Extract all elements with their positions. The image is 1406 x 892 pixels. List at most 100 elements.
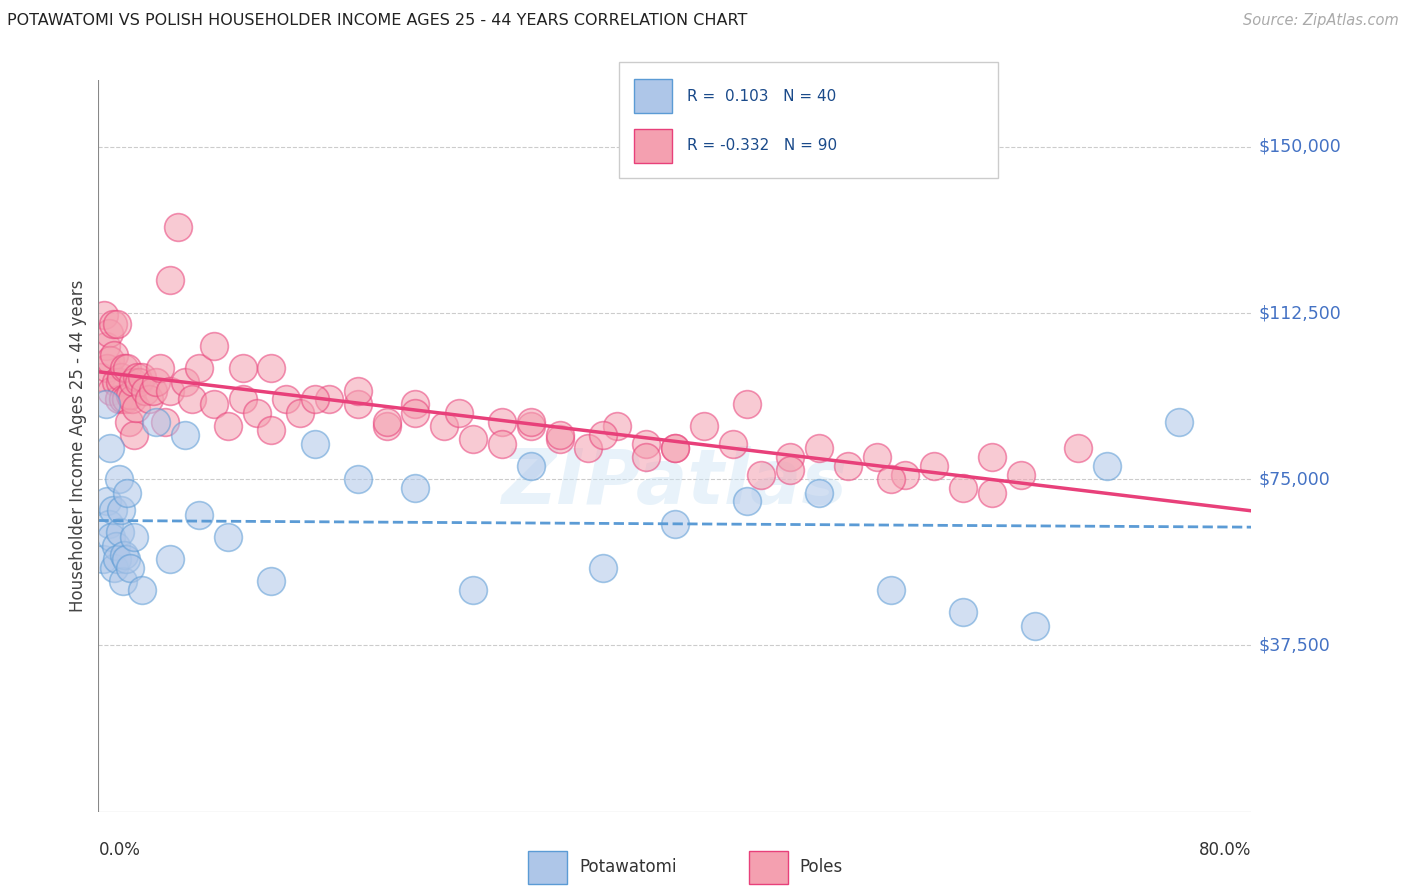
Point bbox=[751, 467, 773, 482]
Point bbox=[159, 273, 181, 287]
Point bbox=[145, 415, 167, 429]
Point bbox=[174, 375, 197, 389]
Point bbox=[90, 370, 112, 384]
Point bbox=[664, 441, 686, 455]
Point bbox=[159, 384, 181, 398]
Point bbox=[894, 467, 917, 482]
Point bbox=[202, 339, 225, 353]
Point bbox=[304, 392, 326, 407]
Point bbox=[246, 406, 269, 420]
Text: Source: ZipAtlas.com: Source: ZipAtlas.com bbox=[1243, 13, 1399, 29]
Point bbox=[664, 516, 686, 531]
Point bbox=[693, 419, 716, 434]
Point bbox=[159, 552, 181, 566]
Point bbox=[174, 428, 197, 442]
Text: ZIPatlas: ZIPatlas bbox=[502, 446, 848, 519]
Point bbox=[101, 503, 124, 517]
Point bbox=[125, 401, 148, 416]
Point bbox=[1024, 618, 1046, 632]
Point bbox=[981, 450, 1004, 464]
Point bbox=[128, 375, 150, 389]
Point bbox=[807, 441, 830, 455]
Point bbox=[100, 384, 122, 398]
Point bbox=[131, 370, 153, 384]
Point bbox=[735, 494, 758, 508]
Point bbox=[491, 437, 513, 451]
Point bbox=[548, 428, 571, 442]
Point bbox=[721, 437, 744, 451]
Y-axis label: Householder Income Ages 25 - 44 years: Householder Income Ages 25 - 44 years bbox=[69, 280, 87, 612]
Text: $37,500: $37,500 bbox=[1258, 637, 1330, 655]
Point bbox=[104, 375, 127, 389]
Text: POTAWATOMI VS POLISH HOUSEHOLDER INCOME AGES 25 - 44 YEARS CORRELATION CHART: POTAWATOMI VS POLISH HOUSEHOLDER INCOME … bbox=[7, 13, 748, 29]
Point bbox=[96, 494, 118, 508]
Point bbox=[120, 561, 142, 575]
Point bbox=[290, 406, 312, 420]
Point bbox=[952, 605, 974, 619]
Point bbox=[636, 437, 658, 451]
Point bbox=[103, 561, 125, 575]
Point bbox=[231, 392, 254, 407]
Point bbox=[149, 361, 172, 376]
Text: Potawatomi: Potawatomi bbox=[579, 858, 676, 877]
Point bbox=[260, 424, 283, 438]
Point bbox=[636, 450, 658, 464]
Point bbox=[548, 433, 571, 447]
Point bbox=[117, 361, 138, 376]
Point bbox=[110, 503, 132, 517]
Point bbox=[346, 384, 368, 398]
Point bbox=[318, 392, 340, 407]
Point bbox=[124, 428, 146, 442]
Point bbox=[97, 516, 120, 531]
Point bbox=[520, 415, 543, 429]
Text: $75,000: $75,000 bbox=[1258, 470, 1330, 488]
Point bbox=[779, 450, 801, 464]
Point bbox=[405, 481, 427, 495]
Text: $150,000: $150,000 bbox=[1258, 137, 1341, 156]
Point bbox=[405, 406, 427, 420]
Text: 0.0%: 0.0% bbox=[98, 841, 141, 859]
Point bbox=[837, 458, 859, 473]
Point bbox=[1067, 441, 1090, 455]
Point bbox=[346, 397, 368, 411]
Point bbox=[97, 326, 120, 340]
Point bbox=[461, 583, 484, 598]
Point bbox=[134, 384, 156, 398]
Point bbox=[217, 530, 239, 544]
Point bbox=[105, 317, 128, 331]
Point bbox=[98, 441, 121, 455]
Point bbox=[181, 392, 204, 407]
Point bbox=[94, 397, 117, 411]
Point bbox=[121, 392, 143, 407]
Point bbox=[866, 450, 889, 464]
Point bbox=[735, 397, 758, 411]
Point bbox=[217, 419, 239, 434]
Point bbox=[1097, 458, 1119, 473]
Point bbox=[520, 419, 543, 434]
Point bbox=[304, 437, 326, 451]
Point bbox=[592, 561, 614, 575]
Point bbox=[107, 472, 129, 486]
Point bbox=[105, 552, 128, 566]
Point bbox=[405, 397, 427, 411]
Point bbox=[142, 384, 165, 398]
Point bbox=[111, 574, 134, 589]
Bar bbox=[748, 851, 787, 883]
Point bbox=[103, 348, 125, 362]
Point bbox=[100, 530, 122, 544]
Point bbox=[118, 415, 141, 429]
Text: Poles: Poles bbox=[800, 858, 844, 877]
Point bbox=[188, 361, 211, 376]
Point bbox=[447, 406, 470, 420]
Point bbox=[110, 370, 132, 384]
Point bbox=[120, 388, 142, 402]
Point bbox=[98, 352, 121, 367]
Text: R = -0.332   N = 90: R = -0.332 N = 90 bbox=[688, 138, 837, 153]
Point bbox=[153, 415, 176, 429]
Point bbox=[145, 375, 167, 389]
Point bbox=[117, 485, 138, 500]
Point bbox=[94, 339, 117, 353]
Point bbox=[96, 361, 118, 376]
Point bbox=[166, 219, 188, 234]
Point bbox=[101, 317, 124, 331]
